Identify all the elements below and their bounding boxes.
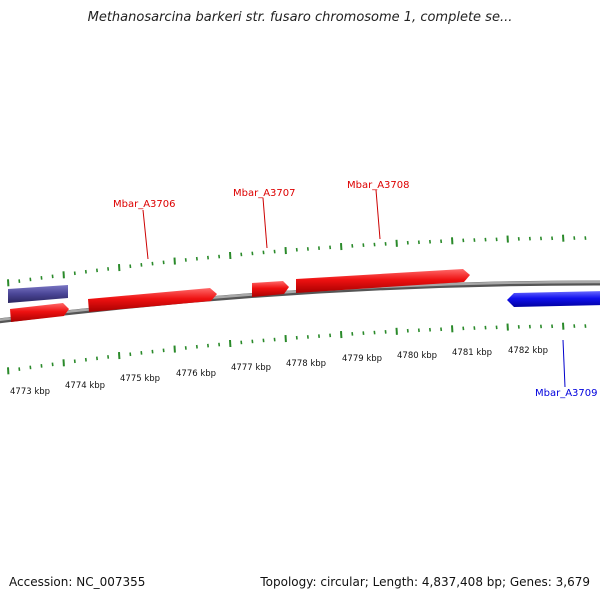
label-line-mbar-a3706	[142, 209, 149, 260]
accession-text: Accession: NC_007355	[9, 575, 146, 589]
feature-block[interactable]	[8, 285, 68, 303]
gene-label-mbar-a3706[interactable]: Mbar_A3706	[113, 199, 176, 210]
gene-arrow-mbar-a3708[interactable]	[296, 269, 470, 293]
gene-arrow-mbar-a3706[interactable]	[88, 288, 217, 312]
gene-arrow-mbar-a3707[interactable]	[252, 281, 289, 297]
map-title: Methanosarcina barkeri str. fusaro chrom…	[87, 10, 513, 25]
label-line-mbar-a3707	[262, 197, 268, 249]
genome-summary-text: Topology: circular; Length: 4,837,408 bp…	[260, 575, 590, 589]
label-line-mbar-a3708	[375, 189, 381, 240]
scale-label: 4775 kbp	[120, 374, 160, 384]
gene-arrow[interactable]	[10, 303, 69, 322]
gene-label-mbar-a3709[interactable]: Mbar_A3709	[535, 388, 598, 399]
scale-label: 4776 kbp	[176, 369, 216, 379]
scale-label: 4782 kbp	[508, 346, 548, 356]
gene-label-mbar-a3707[interactable]: Mbar_A3707	[233, 188, 296, 199]
scale-label: 4780 kbp	[397, 351, 437, 361]
label-line-mbar-a3709	[562, 339, 566, 388]
scale-label: 4773 kbp	[10, 387, 50, 397]
scale-label: 4774 kbp	[65, 381, 105, 391]
scale-label: 4781 kbp	[452, 348, 492, 358]
gene-label-mbar-a3708[interactable]: Mbar_A3708	[347, 180, 410, 191]
gene-arrow-mbar-a3709[interactable]	[507, 291, 600, 307]
forward-tick-track	[7, 234, 587, 287]
reverse-tick-track	[7, 322, 587, 375]
scale-label: 4777 kbp	[231, 363, 271, 373]
scale-label: 4778 kbp	[286, 359, 326, 369]
scale-labels: 4773 kbp 4774 kbp 4775 kbp 4776 kbp 4777…	[10, 346, 548, 397]
scale-label: 4779 kbp	[342, 354, 382, 364]
